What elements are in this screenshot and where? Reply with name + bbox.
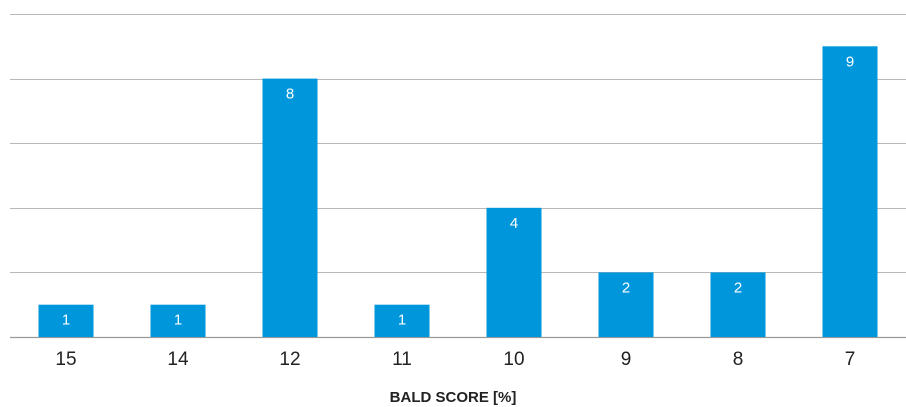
x-tick-labels: 15 14 12 11 10 9 8 7 bbox=[55, 349, 855, 370]
bar bbox=[38, 304, 94, 337]
x-tick-label: 15 bbox=[55, 349, 76, 370]
data-label: 2 bbox=[622, 279, 630, 296]
x-tick-label: 7 bbox=[845, 349, 856, 370]
bars bbox=[38, 46, 878, 338]
data-labels: 1 1 8 1 4 2 2 9 bbox=[62, 53, 854, 328]
bar bbox=[150, 304, 206, 337]
data-label: 1 bbox=[62, 312, 70, 329]
bar bbox=[710, 272, 766, 337]
x-tick-label: 14 bbox=[167, 349, 189, 370]
x-tick-label: 10 bbox=[503, 349, 524, 370]
data-label: 4 bbox=[510, 215, 518, 232]
data-label: 2 bbox=[734, 279, 742, 296]
x-axis-title: BALD SCORE [%] bbox=[390, 389, 517, 406]
x-tick-label: 9 bbox=[621, 349, 632, 370]
data-label: 9 bbox=[846, 53, 854, 70]
data-label: 1 bbox=[174, 312, 182, 329]
x-tick-label: 12 bbox=[279, 349, 300, 370]
bar bbox=[374, 304, 430, 337]
gridlines bbox=[10, 14, 906, 339]
x-tick-label: 8 bbox=[733, 349, 744, 370]
bar bbox=[486, 207, 542, 337]
bar bbox=[822, 46, 878, 338]
data-label: 8 bbox=[286, 86, 294, 103]
data-label: 1 bbox=[398, 312, 406, 329]
x-tick-label: 11 bbox=[392, 349, 412, 370]
bar bbox=[598, 272, 654, 337]
bar bbox=[262, 78, 318, 337]
